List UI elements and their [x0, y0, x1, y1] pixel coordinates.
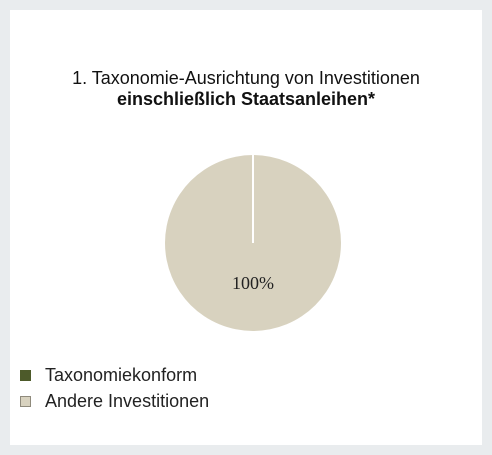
- legend-swatch: [20, 369, 31, 381]
- chart-legend: Taxonomiekonform Andere Investitionen: [20, 362, 209, 414]
- legend-swatch: [20, 395, 31, 407]
- pie-slices: [165, 155, 341, 331]
- legend-item-andere-investitionen: Andere Investitionen: [20, 388, 209, 414]
- legend-label: Andere Investitionen: [45, 390, 210, 411]
- chart-title-line1: 1. Taxonomie-Ausrichtung von Investition…: [72, 68, 420, 88]
- chart-title: 1. Taxonomie-Ausrichtung von Investition…: [0, 68, 492, 110]
- chart-subtitle: einschließlich Staatsanleihen*: [116, 89, 376, 109]
- pie-data-label: 100%: [232, 273, 274, 293]
- legend-label: Taxonomiekonform: [45, 364, 198, 385]
- legend-item-taxonomiekonform: Taxonomiekonform: [20, 362, 209, 388]
